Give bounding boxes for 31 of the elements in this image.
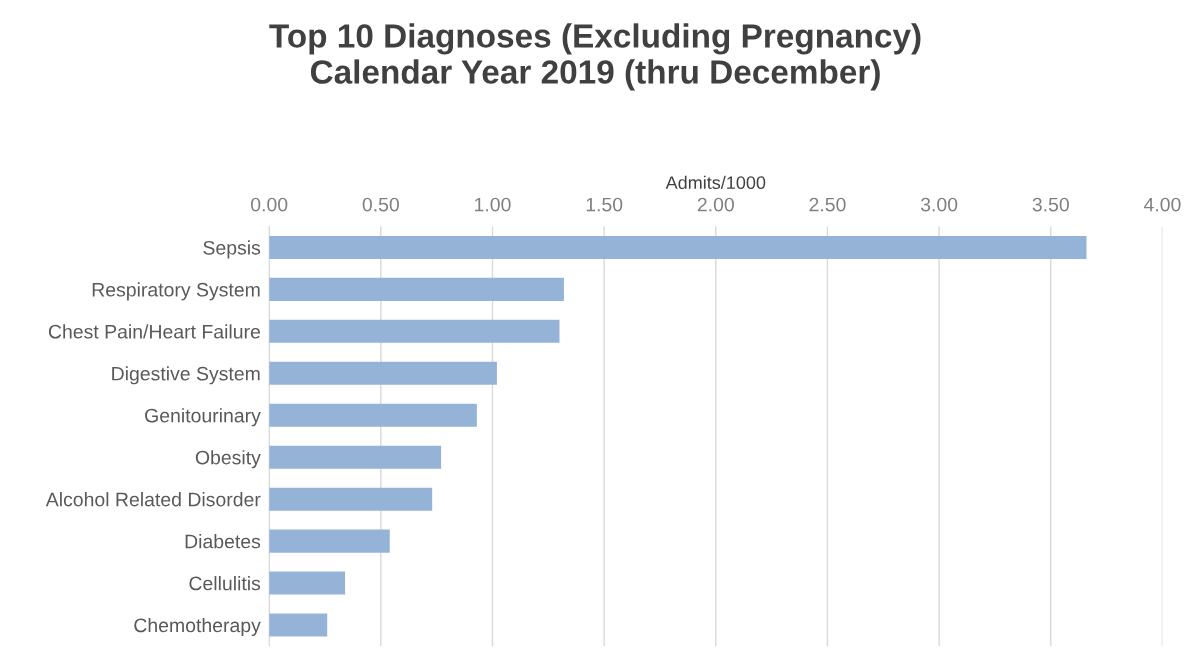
y-tick-label: Diabetes	[185, 534, 261, 549]
bar	[269, 403, 477, 427]
bar	[269, 361, 497, 385]
bar	[269, 277, 564, 301]
bar	[269, 487, 433, 511]
y-tick-label: Obesity	[195, 450, 261, 469]
y-tick-label: Alcohol Related Disorder	[45, 492, 261, 507]
x-tick-label: 0.00	[251, 197, 288, 212]
x-tick-label: 3.50	[1032, 197, 1069, 212]
y-tick-label: Genitourinary	[145, 408, 261, 427]
y-tick-label: Sepsis	[203, 240, 261, 259]
x-tick-label: 1.50	[586, 197, 623, 212]
y-tick-label: Digestive System	[112, 366, 260, 385]
bar	[269, 445, 442, 469]
x-tick-label: 1.00	[475, 197, 511, 212]
bar	[269, 529, 390, 553]
x-axis-title: Admits/1000	[665, 175, 766, 190]
bar	[269, 613, 328, 637]
x-tick-label: 0.50	[362, 197, 399, 212]
x-tick-label: 4.00	[1143, 197, 1181, 212]
y-tick-label: Chest Pain/Heart Failure	[48, 324, 260, 339]
x-tick-label: 2.00	[697, 197, 734, 212]
chart-title: Top 10 Diagnoses (Excluding Pregnancy) Calendar Year 2019 (thru December)	[269, 23, 921, 91]
y-tick-label: Respiratory System	[92, 282, 260, 301]
y-tick-label: Chemotherapy	[134, 618, 261, 637]
bar	[269, 571, 346, 595]
bar	[269, 319, 560, 343]
x-tick-label: 2.50	[809, 197, 846, 212]
x-tick-label: 3.00	[920, 197, 958, 212]
y-tick-label: Cellulitis	[189, 576, 261, 591]
bar	[269, 235, 1087, 259]
